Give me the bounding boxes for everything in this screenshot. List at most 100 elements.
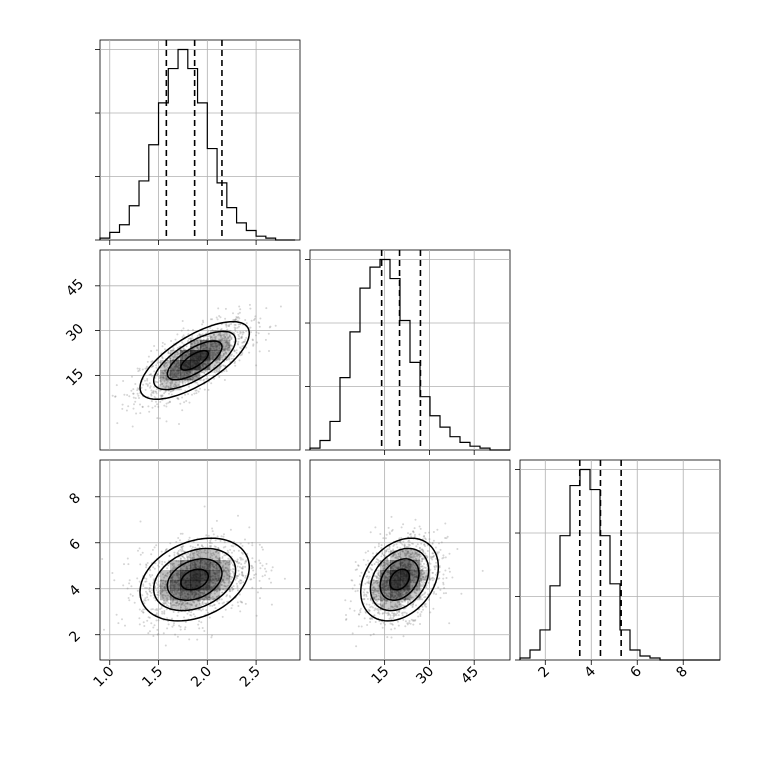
scatter-point (180, 546, 183, 549)
scatter-point (161, 563, 164, 566)
scatter-point (238, 325, 240, 328)
scatter-point (428, 538, 431, 541)
scatter-point (224, 337, 227, 340)
scatter-point (181, 341, 184, 344)
scatter-point (157, 594, 160, 597)
scatter-point (437, 577, 440, 580)
scatter-point (374, 526, 377, 529)
scatter-point (422, 572, 425, 575)
density-cell (400, 550, 411, 561)
scatter-point (242, 331, 244, 333)
scatter-point (279, 305, 282, 308)
scatter-point (205, 609, 208, 612)
scatter-point (223, 569, 225, 572)
scatter-point (421, 560, 423, 562)
scatter-point (400, 592, 403, 595)
scatter-point (350, 579, 353, 582)
scatter-point (151, 365, 154, 368)
scatter-point (186, 556, 189, 559)
scatter-point (431, 556, 434, 559)
scatter-point (145, 365, 148, 368)
scatter-point (154, 380, 157, 383)
scatter-point (383, 603, 386, 606)
scatter-point (229, 334, 232, 337)
scatter-point (380, 544, 383, 547)
scatter-point (152, 626, 155, 629)
scatter-point (148, 587, 151, 589)
scatter-point (240, 347, 243, 350)
scatter-point (161, 394, 164, 397)
scatter-point (165, 402, 168, 405)
scatter-point (234, 318, 237, 321)
scatter-point (428, 531, 430, 534)
scatter-point (185, 567, 188, 570)
scatter-point (388, 570, 390, 573)
scatter-point (382, 598, 385, 600)
scatter-point (176, 590, 178, 593)
scatter-point (150, 393, 153, 396)
scatter-point (164, 585, 167, 588)
scatter-point (366, 598, 369, 600)
density-cell (390, 590, 401, 601)
scatter-point (225, 337, 228, 340)
scatter-point (229, 596, 232, 599)
scatter-point (215, 555, 218, 558)
scatter-point (222, 333, 225, 336)
scatter-point (412, 556, 415, 559)
scatter-point (380, 599, 383, 602)
scatter-point (181, 601, 184, 604)
scatter-point (366, 575, 369, 578)
scatter-point (239, 323, 242, 326)
scatter-point (145, 587, 148, 589)
scatter-point (214, 545, 217, 548)
scatter-point (377, 572, 380, 575)
scatter-point (408, 539, 411, 542)
scatter-point (185, 400, 188, 402)
scatter-point (224, 317, 227, 320)
scatter-point (152, 390, 155, 392)
scatter-point (233, 326, 236, 329)
scatter-point (146, 383, 149, 386)
scatter-point (392, 606, 395, 609)
scatter-point (227, 557, 230, 560)
scatter-point (399, 590, 402, 592)
scatter-point (257, 332, 260, 335)
scatter-point (222, 348, 225, 351)
scatter-point (206, 331, 209, 334)
scatter-point (442, 583, 445, 586)
scatter-point (227, 346, 230, 349)
scatter-point (356, 568, 358, 571)
scatter-point (165, 405, 168, 408)
scatter-point (418, 580, 421, 583)
scatter-point (230, 353, 233, 356)
scatter-point (155, 608, 158, 610)
scatter-point (202, 370, 205, 373)
scatter-point (434, 573, 437, 576)
scatter-point (187, 555, 190, 558)
density-cell (200, 560, 211, 571)
scatter-point (385, 576, 388, 579)
scatter-point (383, 564, 386, 567)
scatter-point (179, 402, 182, 405)
scatter-point (385, 599, 387, 602)
scatter-point (213, 589, 216, 592)
scatter-point (382, 591, 385, 594)
scatter-point (166, 600, 169, 603)
scatter-point (175, 541, 178, 543)
scatter-point (190, 337, 192, 340)
scatter-point (151, 574, 154, 577)
density-cell (170, 360, 181, 371)
scatter-point (173, 574, 175, 576)
scatter-point (160, 579, 163, 582)
scatter-point (432, 552, 435, 555)
scatter-point (411, 551, 414, 554)
scatter-point (175, 572, 178, 575)
scatter-point (237, 323, 240, 326)
scatter-point (208, 596, 210, 599)
scatter-point (378, 603, 381, 606)
scatter-point (404, 597, 407, 600)
scatter-point (195, 603, 198, 606)
scatter-point (429, 578, 432, 581)
scatter-point (156, 591, 159, 594)
scatter-point (203, 602, 206, 605)
